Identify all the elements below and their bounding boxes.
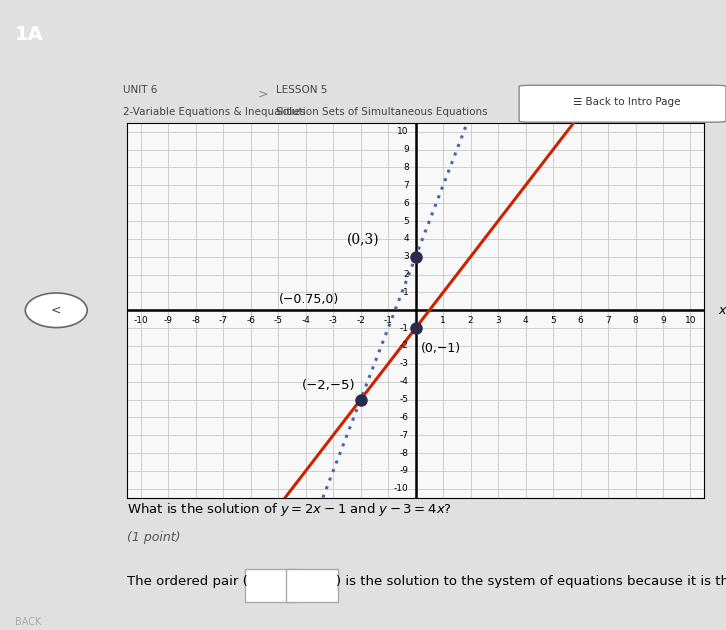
Text: UNIT 6: UNIT 6 (123, 85, 158, 95)
Text: 1: 1 (440, 316, 446, 324)
Text: -6: -6 (246, 316, 256, 324)
Text: 8: 8 (403, 163, 409, 172)
Text: 7: 7 (403, 181, 409, 190)
Text: 10: 10 (685, 316, 696, 324)
Text: 10: 10 (397, 127, 409, 136)
Text: 2-Variable Equations & Inequalities: 2-Variable Equations & Inequalities (123, 106, 306, 117)
Text: -4: -4 (400, 377, 409, 386)
FancyBboxPatch shape (286, 570, 338, 602)
Text: 3: 3 (495, 316, 501, 324)
Text: 2: 2 (468, 316, 473, 324)
Text: 9: 9 (403, 145, 409, 154)
Text: -6: -6 (400, 413, 409, 422)
Text: ) is the solution to the system of equations because it is the point at: ) is the solution to the system of equat… (336, 575, 726, 588)
FancyBboxPatch shape (245, 570, 298, 602)
Text: -9: -9 (400, 466, 409, 476)
Text: -5: -5 (400, 395, 409, 404)
Text: x: x (718, 304, 725, 317)
Text: (0,3): (0,3) (347, 233, 380, 247)
Text: 2: 2 (403, 270, 409, 279)
Text: -1: -1 (383, 316, 393, 324)
Text: What is the solution of $y=2x-1$ and $y-3=4x$?: What is the solution of $y=2x-1$ and $y-… (127, 500, 452, 517)
Text: -4: -4 (301, 316, 310, 324)
Text: 8: 8 (632, 316, 638, 324)
Ellipse shape (25, 293, 87, 328)
Text: -8: -8 (191, 316, 200, 324)
Text: BACK: BACK (15, 617, 41, 627)
Text: -7: -7 (400, 431, 409, 440)
Text: -2: -2 (400, 341, 409, 350)
Text: (1 point): (1 point) (127, 530, 181, 544)
Text: -7: -7 (219, 316, 228, 324)
Text: -3: -3 (400, 359, 409, 369)
Text: -8: -8 (400, 449, 409, 457)
Text: 5: 5 (403, 217, 409, 226)
Text: -5: -5 (274, 316, 282, 324)
Text: >: > (258, 88, 268, 101)
Text: -1: -1 (400, 324, 409, 333)
Text: 4: 4 (403, 234, 409, 243)
Text: -10: -10 (134, 316, 148, 324)
Text: 5: 5 (550, 316, 556, 324)
Text: 9: 9 (660, 316, 666, 324)
Text: 6: 6 (403, 198, 409, 208)
FancyBboxPatch shape (519, 85, 726, 122)
Text: ☰ Back to Intro Page: ☰ Back to Intro Page (573, 98, 680, 107)
Text: (−0.75,0): (−0.75,0) (279, 293, 339, 306)
Text: 1: 1 (403, 288, 409, 297)
Text: -9: -9 (164, 316, 173, 324)
Text: 1A: 1A (15, 25, 44, 43)
Text: -10: -10 (394, 484, 409, 493)
Text: -3: -3 (329, 316, 338, 324)
Text: The ordered pair (: The ordered pair ( (127, 575, 248, 588)
Text: 3: 3 (403, 252, 409, 261)
Text: 6: 6 (578, 316, 584, 324)
Text: (−2,−5): (−2,−5) (301, 379, 355, 392)
Text: (0,−1): (0,−1) (421, 343, 461, 355)
Text: -2: -2 (356, 316, 365, 324)
Text: <: < (51, 304, 62, 317)
Text: Solution Sets of Simultaneous Equations: Solution Sets of Simultaneous Equations (276, 106, 487, 117)
Text: 4: 4 (523, 316, 529, 324)
Text: 7: 7 (605, 316, 611, 324)
Text: LESSON 5: LESSON 5 (276, 85, 327, 95)
